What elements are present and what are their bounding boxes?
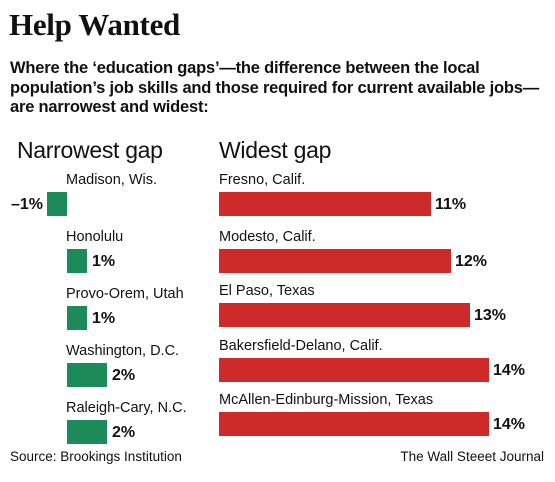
city-label: Modesto, Calif. <box>219 229 316 245</box>
city-label: Madison, Wis. <box>66 172 158 188</box>
value-label: 1% <box>92 253 116 270</box>
bar <box>67 363 107 387</box>
city-label: Provo-Orem, Utah <box>66 286 184 302</box>
bar <box>219 412 489 436</box>
bar <box>67 249 87 273</box>
city-label: Washington, D.C. <box>66 343 180 359</box>
narrowest-gap-heading: Narrowest gap <box>17 137 163 163</box>
bar <box>219 358 489 382</box>
city-label: McAllen-Edinburg-Mission, Texas <box>219 392 434 408</box>
city-label: Bakersfield-Delano, Calif. <box>219 338 383 354</box>
city-label: El Paso, Texas <box>219 283 315 299</box>
city-label: Fresno, Calif. <box>219 172 306 188</box>
value-label: 13% <box>474 307 507 324</box>
publisher-credit: The Wall Steeet Journal <box>400 449 544 464</box>
widest-gap-heading: Widest gap <box>219 137 332 163</box>
value-label: 14% <box>493 362 526 379</box>
bar <box>219 303 470 327</box>
bar <box>67 420 107 444</box>
value-label: 2% <box>112 424 136 441</box>
chart-subtitle: Where the ‘education gaps’—the differenc… <box>10 59 540 116</box>
value-label: 1% <box>92 310 116 327</box>
value-label: –1% <box>10 196 43 213</box>
bar <box>67 306 87 330</box>
chart-title: Help Wanted <box>9 7 180 42</box>
city-label: Raleigh-Cary, N.C. <box>66 400 187 416</box>
bar <box>219 192 431 216</box>
value-label: 11% <box>435 196 467 213</box>
value-label: 14% <box>493 416 526 433</box>
source-note: Source: Brookings Institution <box>10 449 182 464</box>
bar <box>219 249 451 273</box>
bar <box>47 192 67 216</box>
value-label: 12% <box>455 253 488 270</box>
city-label: Honolulu <box>66 229 124 245</box>
value-label: 2% <box>112 367 136 384</box>
